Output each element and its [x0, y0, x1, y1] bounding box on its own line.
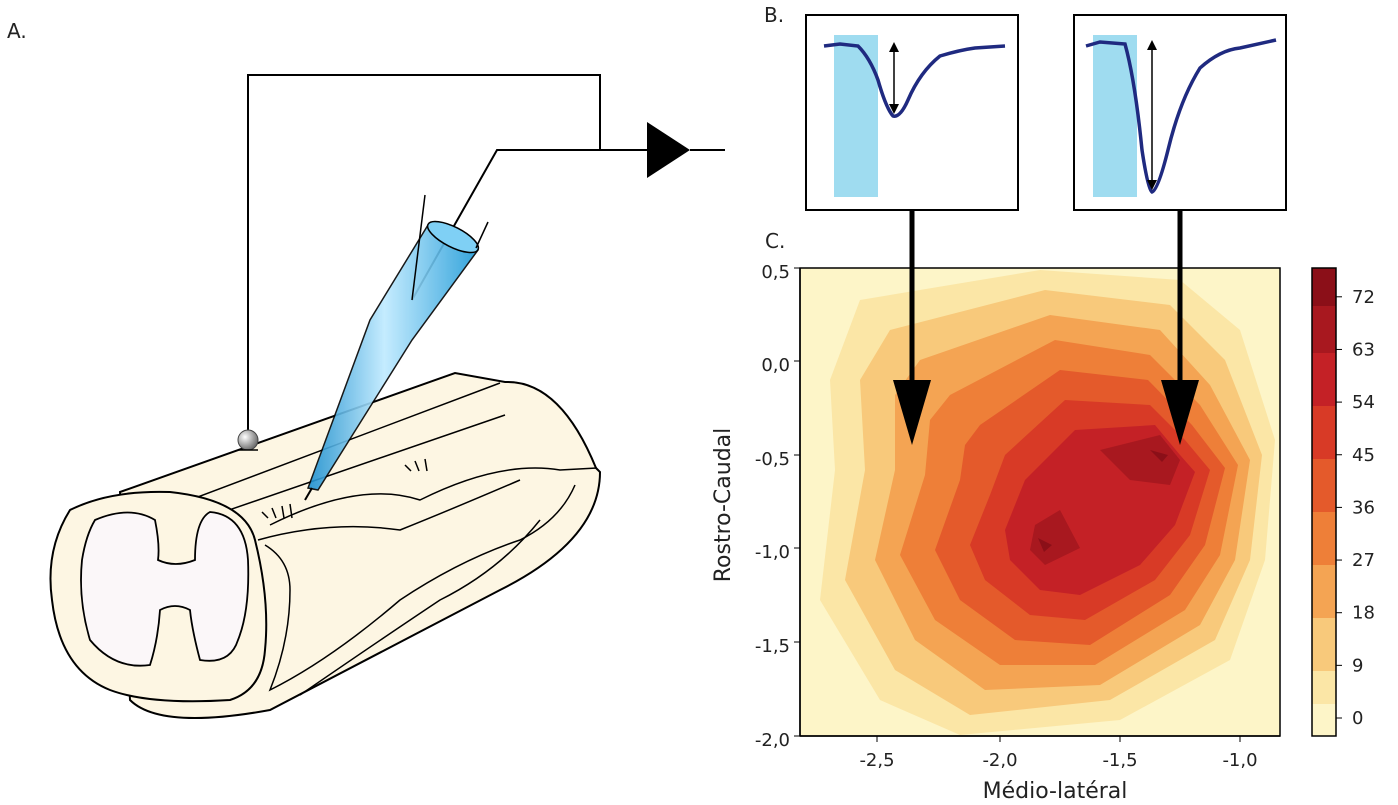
panel-a-label: A.: [7, 19, 27, 43]
y-tick-label: -2,0: [755, 730, 790, 751]
contour-level-72: [1100, 435, 1180, 485]
x-axis: -2,5 -2,0 -1,5 -1,0 Médio-latéral: [800, 735, 1280, 804]
peak-2: [1038, 538, 1052, 552]
heatmap: [800, 268, 1280, 736]
trace-box-1: [805, 14, 1019, 211]
y-tick-label: -0,5: [755, 449, 790, 470]
y-axis: 0,5 0,0 -0,5 -1,0 -1,5 -2,0 Rostro-Cauda…: [711, 262, 801, 751]
mapping-arrows: [893, 210, 1199, 445]
colorbar-tick-label: 9: [1352, 655, 1363, 676]
colorbar-tick-label: 36: [1352, 497, 1375, 518]
x-tick-label: -2,0: [982, 750, 1017, 771]
mapping-arrow-1: [893, 380, 931, 445]
colorbar-tick-label: 27: [1352, 550, 1375, 571]
y-axis-label: Rostro-Caudal: [711, 428, 736, 583]
panel-c-label: C.: [765, 229, 785, 253]
stim-window-1: [834, 35, 878, 197]
trace-line-1: [823, 42, 1006, 118]
y-tick-label: 0,0: [761, 355, 790, 376]
colorbar-tick-label: 63: [1352, 339, 1375, 360]
recording-setup-schematic: [49, 74, 725, 719]
y-tick-label: 0,5: [761, 262, 790, 283]
colorbar-tick-label: 54: [1352, 392, 1375, 413]
y-tick-label: -1,0: [755, 542, 790, 563]
colorbar-tick-label: 72: [1352, 287, 1375, 308]
colorbar-tick-label: 18: [1352, 603, 1375, 624]
spinal-cord-icon: [49, 371, 602, 719]
panel-b-label: B.: [764, 3, 784, 27]
colorbar: 0 9 18 27 36 45 54 63 72: [1311, 267, 1375, 737]
peak-1: [1150, 450, 1168, 462]
colorbar-tick-label: 45: [1352, 445, 1375, 466]
trace-box-2: [1073, 14, 1287, 211]
x-axis-label: Médio-latéral: [983, 779, 1128, 804]
trace-line-2: [1085, 38, 1277, 194]
glass-pipette-icon: [304, 194, 489, 501]
ground-wire: [247, 74, 601, 433]
y-tick-label: -1,5: [755, 636, 790, 657]
x-tick-label: -2,5: [859, 750, 894, 771]
ground-electrode-icon: [237, 429, 259, 451]
x-tick-label: -1,5: [1102, 750, 1137, 771]
amplitude-arrow-2: [1147, 40, 1157, 50]
x-tick-label: -1,0: [1222, 750, 1257, 771]
contour-level-72b: [1030, 510, 1080, 565]
mapping-arrow-2: [1161, 380, 1199, 445]
amplifier-icon: [647, 122, 690, 178]
colorbar-tick-label: 0: [1352, 708, 1363, 729]
amplitude-arrow-1: [889, 42, 899, 52]
